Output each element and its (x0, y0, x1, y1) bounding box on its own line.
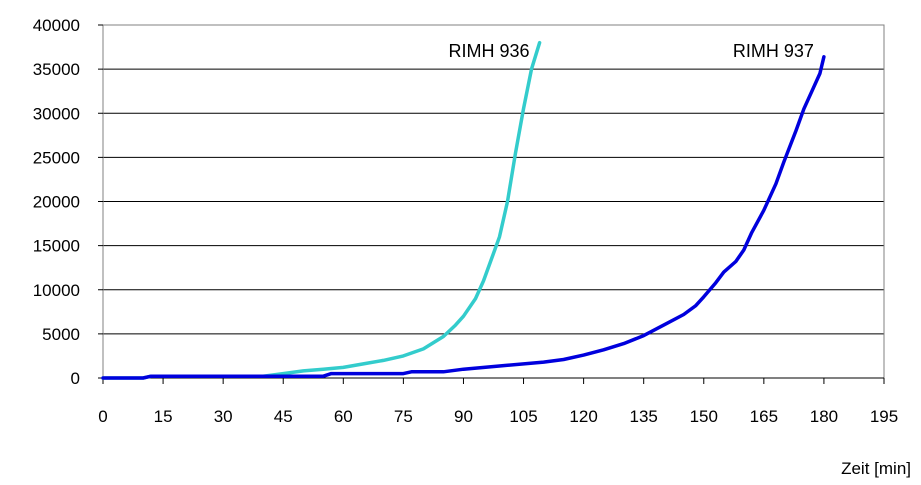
y-tick-label: 35000 (33, 60, 80, 79)
x-tick-label: 165 (750, 407, 778, 426)
y-tick-label: 0 (71, 369, 80, 388)
x-tick-label: 30 (214, 407, 233, 426)
y-tick-label: 5000 (42, 325, 80, 344)
series-lines (101, 40, 826, 380)
x-tick-label: 195 (870, 407, 898, 426)
y-tick-label: 30000 (33, 104, 80, 123)
y-tick-label: 40000 (33, 16, 80, 35)
y-tick-label: 20000 (33, 193, 80, 212)
x-tick-label: 135 (630, 407, 658, 426)
y-axis-ticks: 0 5000 10000 15000 20000 25000 30000 35000 40000 (33, 16, 103, 388)
y-tick-label: 15000 (33, 237, 80, 256)
x-axis-ticks: 0 15 30 45 60 75 90 105 120 135 150 165 180 195 (98, 377, 898, 426)
x-axis-title: Zeit [min] (841, 459, 911, 478)
x-tick-label: 15 (154, 407, 173, 426)
x-tick-label: 105 (509, 407, 537, 426)
series-labels: RIMH 936 RIMH 937 (449, 41, 814, 61)
series-label-2: RIMH 937 (733, 41, 814, 61)
y-tick-label: 25000 (33, 148, 80, 167)
x-tick-label: 120 (569, 407, 597, 426)
x-tick-label: 90 (454, 407, 473, 426)
series-line-1 (101, 40, 542, 380)
x-tick-label: 0 (98, 407, 107, 426)
x-tick-label: 180 (810, 407, 838, 426)
series-label-1: RIMH 936 (449, 41, 530, 61)
x-tick-label: 150 (690, 407, 718, 426)
series-line-2 (101, 55, 826, 380)
x-tick-label: 60 (334, 407, 353, 426)
x-tick-label: 75 (394, 407, 413, 426)
x-tick-label: 45 (274, 407, 293, 426)
y-tick-label: 10000 (33, 281, 80, 300)
